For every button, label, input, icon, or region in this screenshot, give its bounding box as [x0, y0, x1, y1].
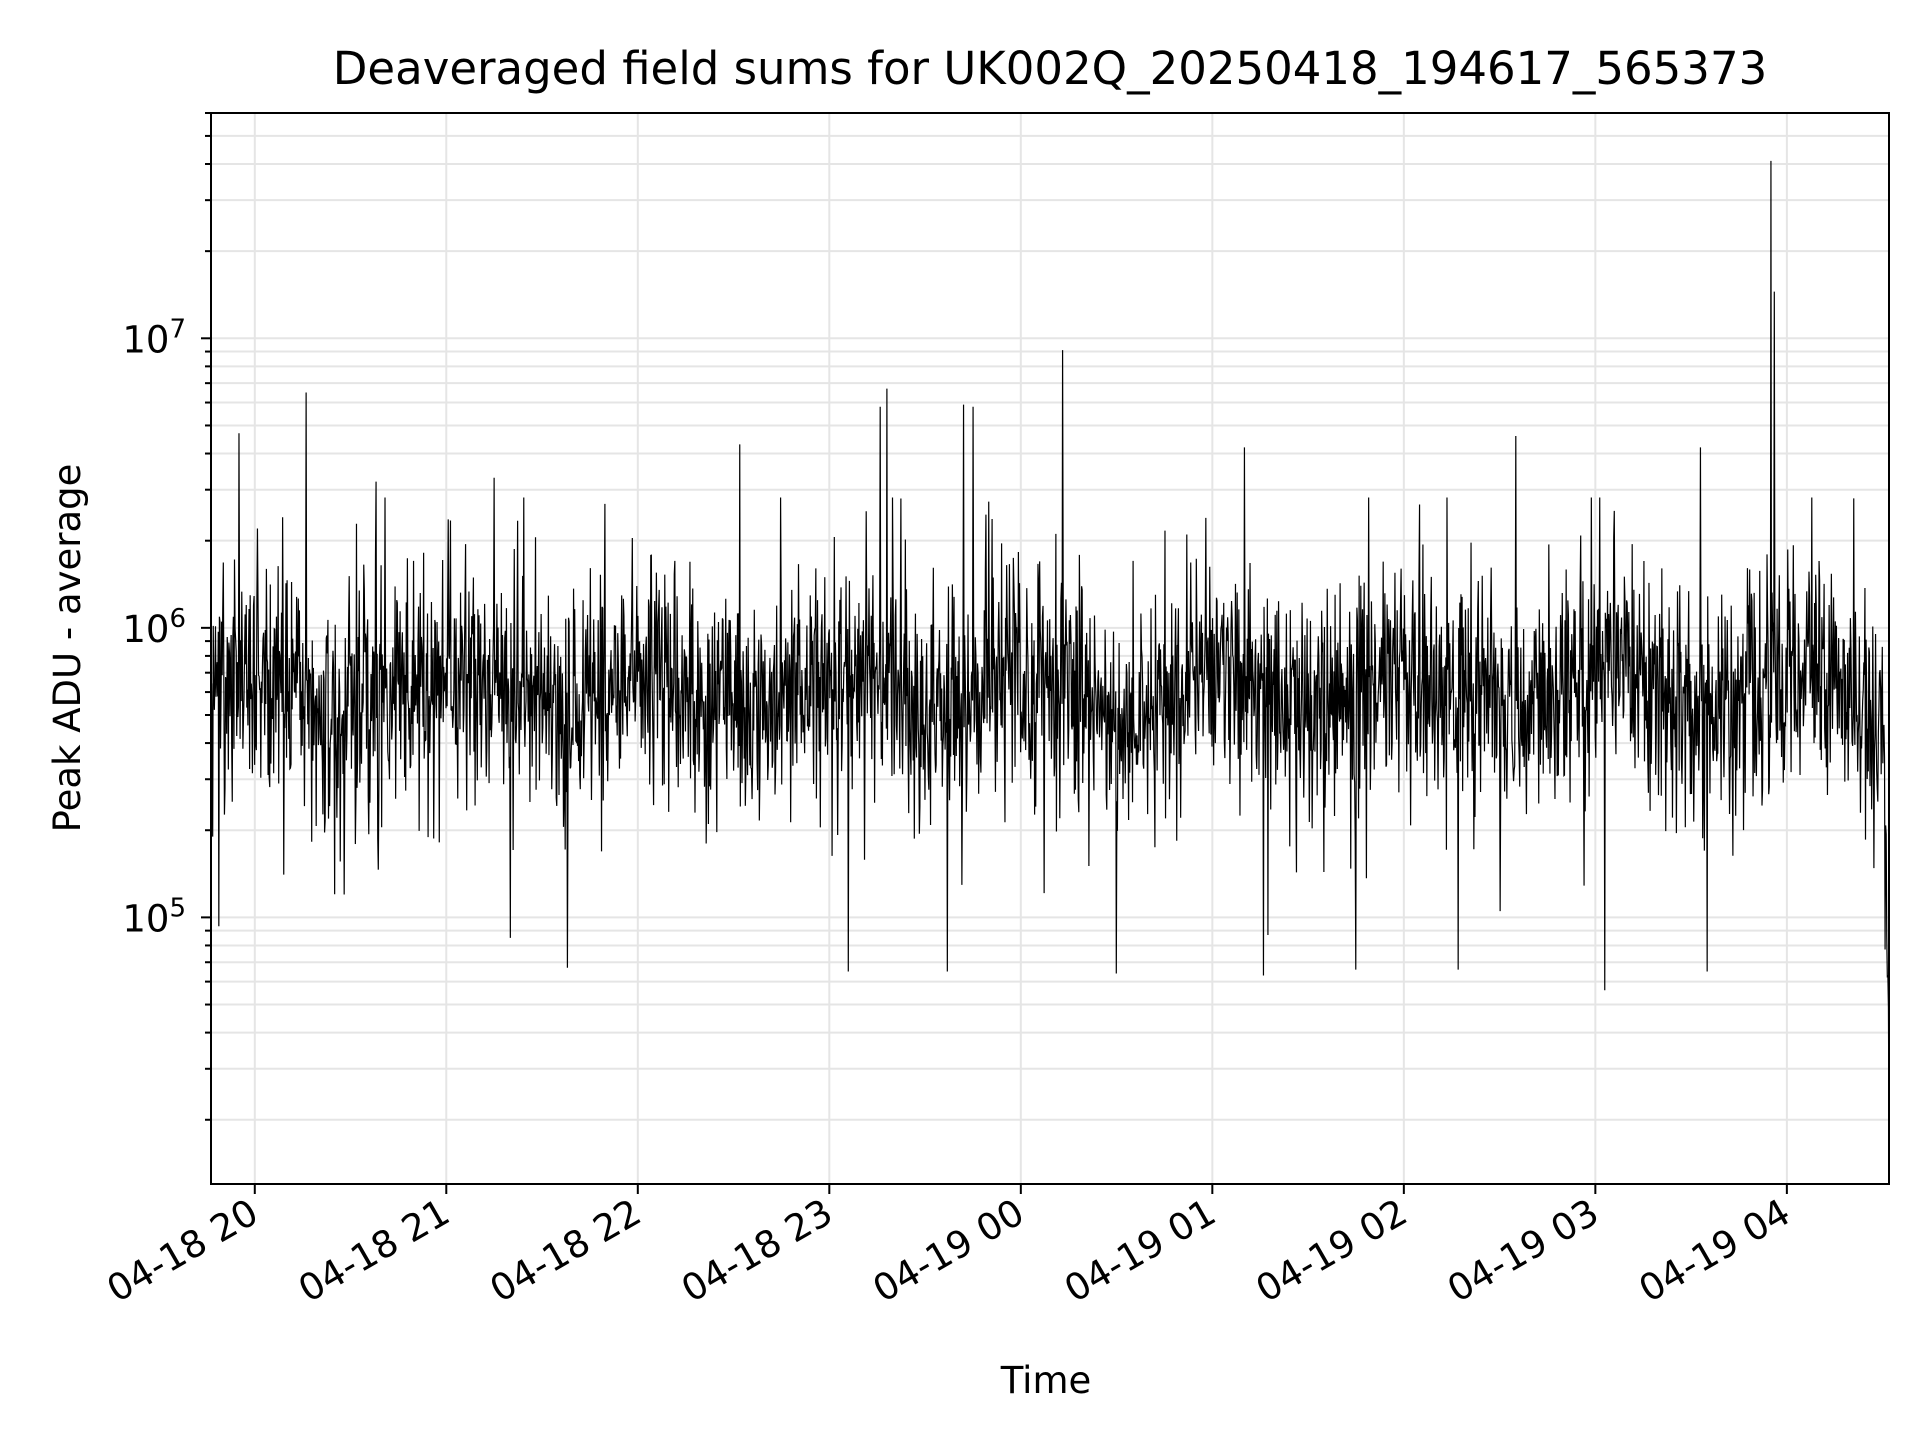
plot-frame — [210, 112, 1890, 1185]
series-group — [210, 160, 1890, 1141]
y-tick-label: 105 — [122, 893, 186, 940]
y-tick-label: 107 — [122, 314, 186, 361]
grid — [211, 112, 1889, 1184]
y-axis-label: Peak ADU - average — [46, 464, 89, 833]
chart-title: Deaveraged field sums for UK002Q_2025041… — [333, 42, 1767, 95]
series-line — [210, 160, 1890, 1141]
y-tick-label: 106 — [122, 604, 186, 651]
x-axis-label: Time — [1000, 1359, 1092, 1402]
